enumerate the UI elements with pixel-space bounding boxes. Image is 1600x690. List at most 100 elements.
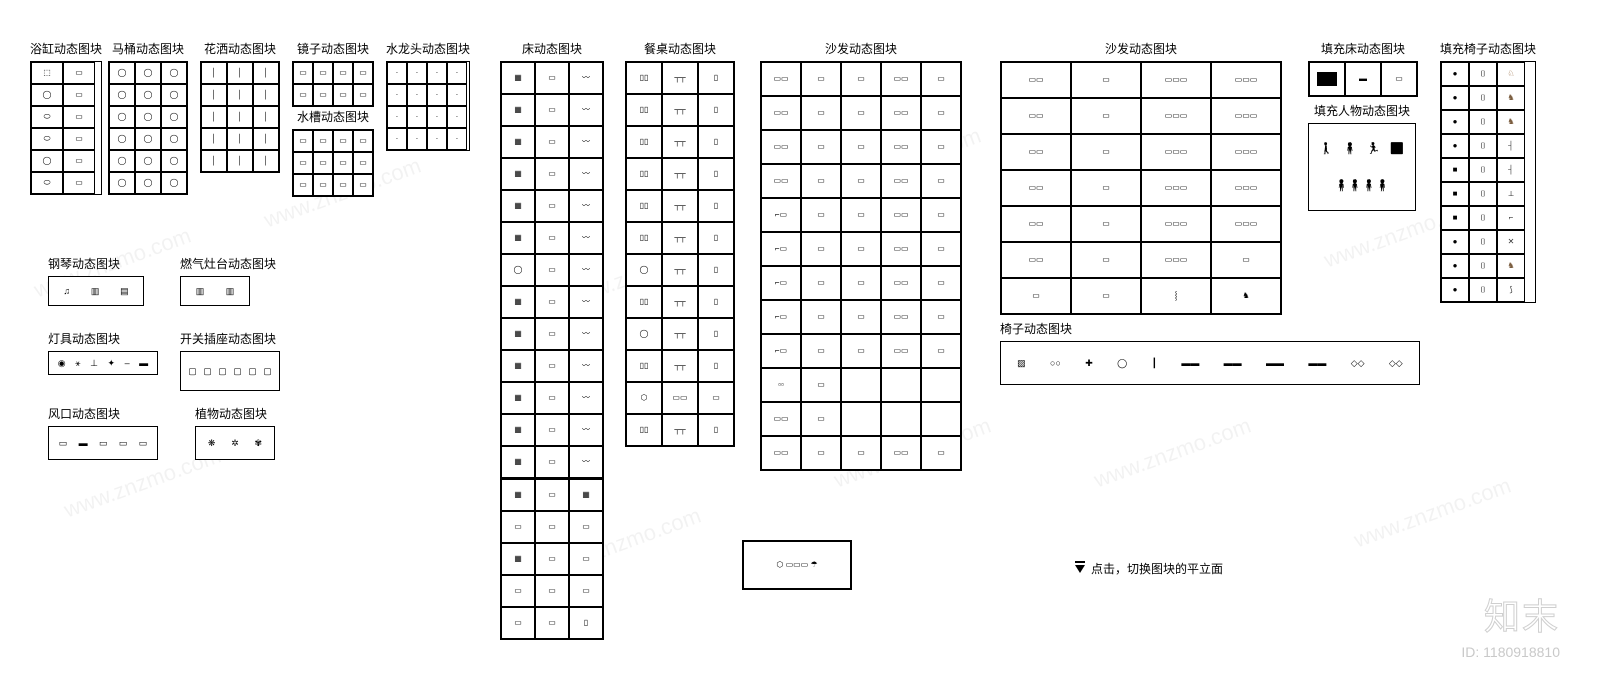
block-cell[interactable]: ▭▭▭ — [1141, 242, 1211, 278]
block-cell[interactable]: ┬┬ — [662, 286, 698, 318]
block-cell[interactable]: ▯ — [698, 158, 734, 190]
block-cell[interactable]: ● — [1441, 86, 1469, 110]
block-cell[interactable]: · — [427, 84, 447, 106]
block-cell[interactable]: ▭ — [353, 62, 373, 84]
block-cell[interactable]: ❋ — [208, 438, 216, 449]
block-cell[interactable]: · — [407, 106, 427, 128]
block-cell[interactable]: ⊥ — [90, 358, 98, 369]
block-cell[interactable]: ▭ — [1071, 134, 1141, 170]
block-cell[interactable]: ▯▯ — [626, 94, 662, 126]
block-cell[interactable]: ▬▬ — [1224, 358, 1242, 368]
block-cell[interactable]: ⌐▭ — [761, 232, 801, 266]
block-cell[interactable]: · — [387, 106, 407, 128]
block-cell[interactable]: ◯ — [1117, 358, 1127, 369]
block-cell[interactable] — [881, 368, 921, 402]
block-cell[interactable]: ▭ — [59, 438, 68, 449]
block-strip[interactable]: ▨○○✚◯┃▬▬▬▬▬▬▬▬◇◇◇◇ — [1000, 341, 1420, 385]
block-cell[interactable]: · — [387, 84, 407, 106]
block-cell[interactable]: ▭ — [801, 96, 841, 130]
block-cell[interactable]: ✦ — [108, 358, 116, 369]
block-cell[interactable]: ▭ — [353, 84, 373, 106]
block-cell[interactable]: ▭ — [313, 152, 333, 174]
block-cell[interactable]: ◯ — [161, 62, 187, 84]
block-cell[interactable]: ▭▭▭ — [1211, 206, 1281, 242]
block-cell[interactable]: ▢ — [203, 366, 212, 377]
block-cell[interactable]: · — [447, 106, 467, 128]
block-cell[interactable]: ⌷ — [1469, 86, 1497, 110]
block-cell[interactable]: ✚ — [1085, 358, 1093, 369]
block-cell[interactable]: 〰 — [569, 318, 603, 350]
block-strip[interactable]: ▭▬▭▭▭ — [48, 426, 158, 460]
block-cell[interactable]: ⌷ — [1469, 278, 1497, 302]
block-cell[interactable]: ▭▭ — [761, 164, 801, 198]
block-cell[interactable]: ▭▭ — [881, 62, 921, 96]
block-cell[interactable]: ● — [1441, 110, 1469, 134]
block-cell[interactable]: ▭ — [63, 62, 95, 84]
block-cell[interactable]: ▭ — [535, 414, 569, 446]
block-cell[interactable]: ◯ — [109, 106, 135, 128]
block-cell[interactable]: ◯ — [626, 318, 662, 350]
block-cell[interactable]: │ — [201, 62, 227, 84]
block-cell[interactable]: ⌷ — [1469, 254, 1497, 278]
block-cell[interactable]: ▭ — [313, 62, 333, 84]
block-cell[interactable]: ▭ — [801, 402, 841, 436]
block-cell[interactable]: ▭ — [535, 286, 569, 318]
block-cell[interactable]: ▦ — [501, 126, 535, 158]
block-cell[interactable]: ● — [1441, 278, 1469, 302]
block-cell[interactable]: ▭ — [1071, 98, 1141, 134]
block-cell[interactable]: ▭ — [801, 436, 841, 470]
block-cell[interactable]: · — [387, 128, 407, 150]
block-cell[interactable]: 〰 — [569, 222, 603, 254]
block-cell[interactable]: · — [427, 106, 447, 128]
block-cell[interactable]: 〰 — [569, 446, 603, 478]
block-cell[interactable]: ▯▯ — [626, 350, 662, 382]
block-cell[interactable]: ▭▭ — [881, 436, 921, 470]
block-cell[interactable]: ▭ — [353, 174, 373, 196]
block-cell[interactable]: ▥ — [226, 286, 235, 297]
block-cell[interactable]: ⌷ — [1469, 230, 1497, 254]
block-cell[interactable]: ▯ — [698, 190, 734, 222]
block-cell[interactable]: ▯ — [698, 286, 734, 318]
block-strip[interactable]: ♫▥▤ — [48, 276, 144, 306]
block-cell[interactable]: ▭ — [353, 152, 373, 174]
block-cell[interactable]: ♞ — [1497, 110, 1525, 134]
block-cell[interactable]: ▭▭ — [761, 436, 801, 470]
block-cell[interactable]: ▭ — [921, 198, 961, 232]
block-cell[interactable]: ⬭ — [31, 172, 63, 194]
block-cell[interactable]: ▭▭▭ — [1211, 134, 1281, 170]
block-strip[interactable]: ❋✲✾ — [195, 426, 275, 460]
block-cell[interactable]: ┬┬ — [662, 318, 698, 350]
block-cell[interactable]: ▯ — [698, 350, 734, 382]
block-cell[interactable]: │ — [201, 106, 227, 128]
block-cell[interactable]: ▭▭ — [881, 96, 921, 130]
block-cell[interactable]: ⌐ — [1497, 206, 1525, 230]
block-cell[interactable]: ▭ — [841, 62, 881, 96]
block-cell[interactable]: ◯ — [31, 84, 63, 106]
block-cell[interactable]: ⬭ — [31, 128, 63, 150]
block-cell[interactable]: ▦ — [569, 479, 603, 511]
block-cell[interactable]: ▭ — [1071, 278, 1141, 314]
block-cell[interactable]: ▭▭ — [881, 334, 921, 368]
block-cell[interactable]: ▭ — [63, 106, 95, 128]
block-cell[interactable]: ▢ — [188, 366, 197, 377]
block-cell[interactable]: ▭ — [313, 174, 333, 196]
block-cell[interactable]: ▭ — [501, 575, 535, 607]
block-cell[interactable]: ▭ — [119, 438, 128, 449]
block-cell[interactable]: ▭ — [921, 436, 961, 470]
block-cell[interactable]: ▭▭ — [881, 300, 921, 334]
block-cell[interactable]: ▭ — [535, 222, 569, 254]
block-cell[interactable]: ✲ — [231, 438, 239, 449]
block-cell[interactable]: ▦ — [501, 414, 535, 446]
block-cell[interactable]: ▦ — [501, 479, 535, 511]
block-cell[interactable]: ▭▭ — [1001, 98, 1071, 134]
block-cell[interactable]: ▭ — [535, 350, 569, 382]
block-cell[interactable]: ◯ — [135, 172, 161, 194]
block-cell[interactable]: ▯▯ — [626, 62, 662, 94]
block-cell[interactable]: ■ — [1441, 182, 1469, 206]
block-cell[interactable]: · — [387, 62, 407, 84]
block-cell[interactable]: ⬡ ▭▭▭ ☂ — [743, 541, 851, 589]
block-cell[interactable]: ♫ — [63, 286, 70, 296]
block-cell[interactable]: ◯ — [161, 150, 187, 172]
block-cell[interactable]: ▭ — [313, 130, 333, 152]
block-cell[interactable]: ▭ — [535, 254, 569, 286]
